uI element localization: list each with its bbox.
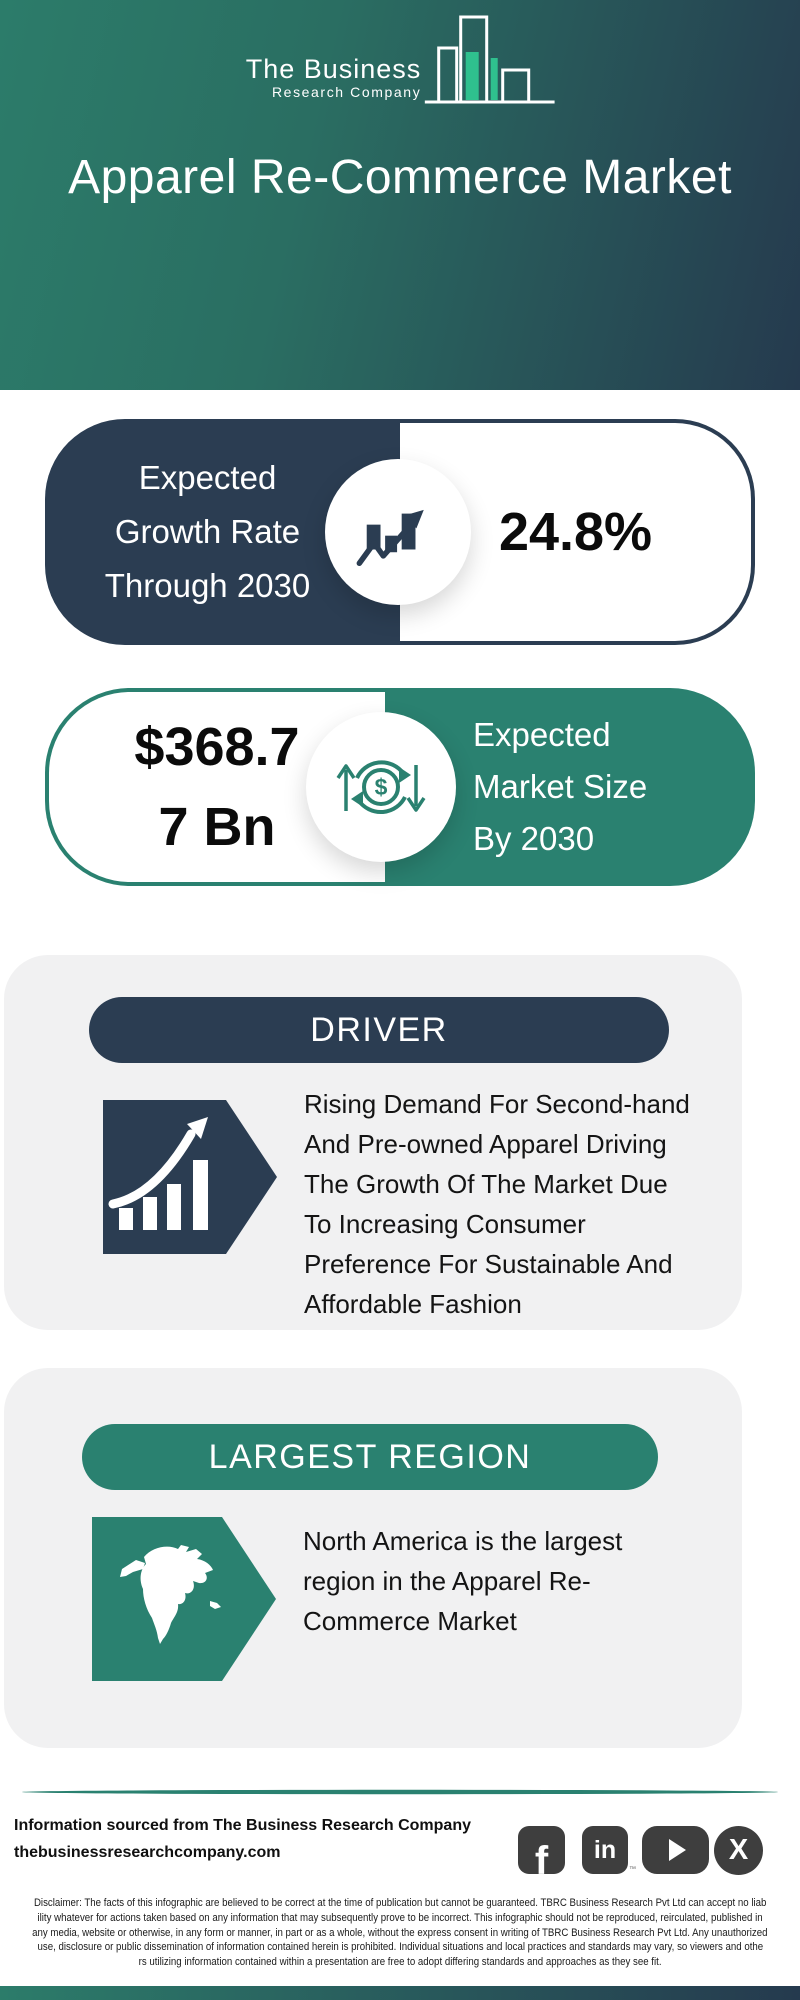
driver-text-line: To Increasing Consumer [304,1209,586,1239]
facebook-glyph: f [534,1839,549,1874]
region-text-line: Commerce Market [303,1606,517,1636]
disclaimer-line: ility whatever for actions taken based o… [37,1911,763,1924]
source-url[interactable]: thebusinessresearchcompany.com [14,1844,281,1861]
bottom-gradient-bar [0,1986,800,2000]
source-attribution: Information sourced from The Business Re… [14,1812,471,1866]
growth-rate-value: 24.8% [498,502,653,562]
youtube-icon[interactable] [642,1826,709,1874]
largest-region-section: LARGEST REGION North America is the larg… [4,1368,742,1748]
market-size-card: $368.7 7 Bn Expected Market Size By 2030… [45,688,755,886]
growth-label-line: Expected [138,459,277,496]
driver-heading-pill: DRIVER [89,997,669,1063]
growth-label-line: Growth Rate [114,513,301,550]
company-logo: The Business Research Company [246,14,555,104]
linkedin-glyph: in [593,1835,617,1864]
driver-text-line: The Growth Of The Market Due [304,1169,668,1199]
bar-chart-logo-icon [421,14,555,104]
market-size-label-line: Expected [473,716,611,753]
region-heading-pill: LARGEST REGION [82,1424,658,1490]
region-text-line: region in the Apparel Re- [303,1566,591,1596]
linkedin-trademark: ™ [629,1866,636,1873]
driver-text-line: And Pre-owned Apparel Driving [304,1129,667,1159]
growth-rate-label: Expected Growth Rate Through 2030 [78,451,368,613]
market-size-value-line: 7 Bn [158,797,276,857]
market-size-label-line: Market Size [473,768,648,805]
money-exchange-icon: $ [306,712,456,862]
x-glyph: X [728,1834,749,1866]
driver-section: DRIVER Rising Demand For Second-hand And… [4,955,742,1330]
region-description: North America is the largest region in t… [303,1521,622,1641]
company-logo-text: The Business Research Company [246,54,422,104]
linkedin-icon[interactable]: in [582,1826,628,1874]
region-heading: LARGEST REGION [208,1437,532,1476]
driver-heading: DRIVER [310,1010,448,1049]
dollar-symbol: $ [375,774,388,800]
x-twitter-icon[interactable]: X [714,1826,763,1875]
play-triangle-icon [669,1839,686,1861]
driver-description: Rising Demand For Second-hand And Pre-ow… [304,1084,690,1324]
north-america-map-icon [92,1517,276,1686]
disclaimer-line: any media, website or otherwise, in any … [32,1926,768,1939]
facebook-icon[interactable]: f [518,1826,565,1874]
logo-name-line2: Research Company [271,84,422,100]
bar-chart-growth-icon [103,1100,277,1259]
header-banner: The Business Research Company Apparel Re… [0,0,800,390]
driver-text-line: Affordable Fashion [304,1289,522,1319]
disclaimer-line: rs utilizing information contained withi… [138,1956,662,1969]
market-size-label-line: By 2030 [473,820,595,857]
growth-label-line: Through 2030 [104,567,311,604]
logo-name-line1: The Business [245,54,422,84]
page-title: Apparel Re-Commerce Market [68,151,732,204]
disclaimer: Disclaimer: The facts of this infographi… [0,1896,800,1970]
driver-text-line: Preference For Sustainable And [304,1249,673,1279]
region-text-line: North America is the largest [303,1526,623,1556]
disclaimer-line: Disclaimer: The facts of this infographi… [33,1897,767,1909]
source-text: Information sourced from The Business Re… [14,1817,471,1834]
teal-divider-line [20,1782,780,1800]
driver-text-line: Rising Demand For Second-hand [304,1089,690,1119]
growth-chart-icon [325,459,471,605]
growth-rate-card: Expected Growth Rate Through 2030 24.8% [45,419,755,645]
market-size-value-line: $368.7 [134,717,300,777]
growth-rate-label-pill: Expected Growth Rate Through 2030 [45,419,400,645]
disclaimer-line: use, disclosure or public dissemination … [37,1941,763,1954]
